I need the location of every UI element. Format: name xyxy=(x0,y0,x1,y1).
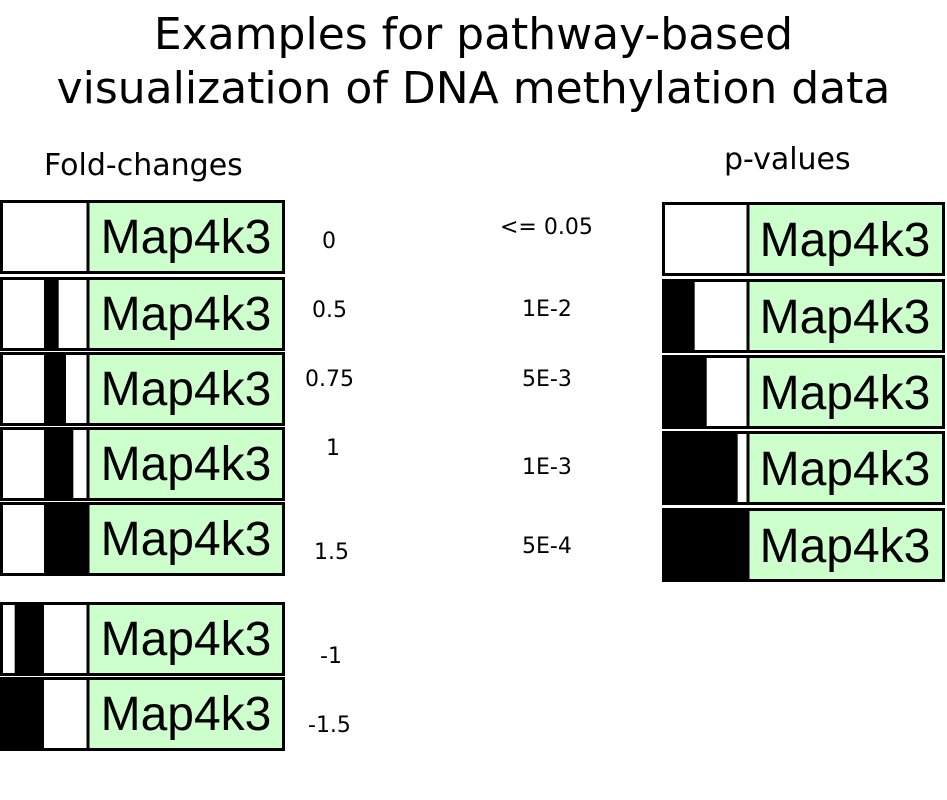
fold-change-value-0-5: 0.5 xyxy=(312,298,347,323)
gene-label: Map4k3 xyxy=(760,291,931,344)
p-value-label-5e-3: 5E-3 xyxy=(522,367,572,392)
p-values-heading: p-values xyxy=(724,142,851,177)
diagram-title: Examples for pathway-based visualization… xyxy=(0,8,947,116)
fold-change-node-0-5: Map4k3 xyxy=(0,277,285,351)
gene-label-box xyxy=(86,677,285,751)
gene-label-box xyxy=(86,200,285,274)
fold-changes-heading: Fold-changes xyxy=(44,148,243,183)
p-value-node-0-05: Map4k3 xyxy=(662,202,945,276)
fold-change-glyph: Map4k3 xyxy=(0,502,285,576)
gene-label: Map4k3 xyxy=(101,288,272,341)
fold-change-value-neg-1: -1 xyxy=(320,644,342,669)
fold-change-glyph: Map4k3 xyxy=(0,427,285,501)
fold-change-node-1-5: Map4k3 xyxy=(0,502,285,576)
p-value-label-1e-3: 1E-3 xyxy=(522,455,572,480)
fold-change-node-1: Map4k3 xyxy=(0,427,285,501)
fold-change-glyph: Map4k3 xyxy=(0,200,285,274)
gene-label-box xyxy=(86,352,285,426)
gene-label: Map4k3 xyxy=(101,613,272,666)
fold-change-glyph: Map4k3 xyxy=(0,352,285,426)
gene-label: Map4k3 xyxy=(101,438,272,491)
p-value-label-0-05: <= 0.05 xyxy=(500,215,593,240)
fold-change-bar xyxy=(14,603,44,675)
gene-label: Map4k3 xyxy=(760,214,931,267)
p-value-bar xyxy=(662,509,748,581)
fold-change-value-1: 1 xyxy=(326,436,340,461)
gene-label-box xyxy=(746,508,945,582)
gene-label: Map4k3 xyxy=(760,520,931,573)
gene-label-box xyxy=(746,431,945,505)
fold-change-node-0-75: Map4k3 xyxy=(0,352,285,426)
gene-label: Map4k3 xyxy=(101,211,272,264)
fold-change-glyph: Map4k3 xyxy=(0,602,285,676)
fold-change-value-neg-1-5: -1.5 xyxy=(308,713,351,738)
fold-change-bar xyxy=(44,503,88,575)
p-value-glyph: Map4k3 xyxy=(662,355,945,429)
p-value-bar xyxy=(662,356,707,428)
p-value-label-1e-2: 1E-2 xyxy=(522,297,572,322)
fold-change-bar xyxy=(0,678,44,750)
gene-label-box xyxy=(86,427,285,501)
gene-label-box xyxy=(746,202,945,276)
gene-label: Map4k3 xyxy=(101,363,272,416)
fold-change-value-0: 0 xyxy=(322,229,336,254)
fold-change-node-0: Map4k3 xyxy=(0,200,285,274)
fold-change-value-1-5: 1.5 xyxy=(314,540,349,565)
p-value-glyph: Map4k3 xyxy=(662,431,945,505)
p-value-node-1e-2: Map4k3 xyxy=(662,279,945,353)
p-value-node-5e-4: Map4k3 xyxy=(662,508,945,582)
gene-label: Map4k3 xyxy=(101,513,272,566)
title-line-1: Examples for pathway-based xyxy=(153,9,794,60)
gene-label: Map4k3 xyxy=(760,443,931,496)
gene-label: Map4k3 xyxy=(760,367,931,420)
fold-change-node-neg-1-5: Map4k3 xyxy=(0,677,285,751)
gene-label: Map4k3 xyxy=(101,688,272,741)
fold-change-bar xyxy=(44,353,66,425)
p-value-glyph: Map4k3 xyxy=(662,279,945,353)
fold-change-node-neg-1: Map4k3 xyxy=(0,602,285,676)
p-value-label-5e-4: 5E-4 xyxy=(522,534,572,559)
p-value-bar xyxy=(662,432,738,504)
gene-label-box xyxy=(86,277,285,351)
p-value-glyph: Map4k3 xyxy=(662,508,945,582)
p-value-glyph: Map4k3 xyxy=(662,202,945,276)
fold-change-glyph: Map4k3 xyxy=(0,677,285,751)
p-value-bar xyxy=(662,280,695,352)
title-line-2: visualization of DNA methylation data xyxy=(56,63,891,114)
fold-change-bar xyxy=(44,428,74,500)
gene-label-box xyxy=(746,355,945,429)
gene-label-box xyxy=(86,502,285,576)
p-value-node-1e-3: Map4k3 xyxy=(662,431,945,505)
gene-label-box xyxy=(86,602,285,676)
fold-change-value-0-75: 0.75 xyxy=(305,367,354,392)
fold-change-bar xyxy=(44,278,59,350)
fold-change-glyph: Map4k3 xyxy=(0,277,285,351)
gene-label-box xyxy=(746,279,945,353)
p-value-node-5e-3: Map4k3 xyxy=(662,355,945,429)
